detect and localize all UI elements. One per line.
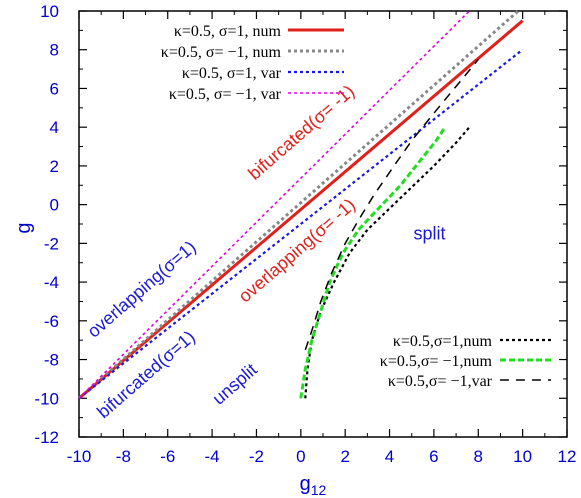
x-tick-label: -8	[116, 447, 131, 466]
series-line-3	[78, 48, 524, 400]
x-tick-label: -10	[67, 447, 92, 466]
y-tick-label: -8	[44, 351, 59, 370]
series-line-1	[78, 19, 524, 400]
x-tick-label: 10	[513, 447, 532, 466]
annotation-6: unsplit	[209, 359, 261, 408]
tick-labels: -10 -8 -6 -4 -2 0 2 4 6 8 10 12 10 8 6 4 2 0 -2 -4 -6 -8 -10 -1…	[34, 2, 576, 466]
x-tick-label: 2	[340, 447, 349, 466]
series-line-6	[299, 126, 447, 399]
legend-bottom-label-2: κ=0.5,σ= −1,num	[380, 353, 493, 370]
legends: κ=0.5, σ=1, num κ=0.5, σ= −1, num κ=0.5, σ…	[161, 23, 551, 390]
y-tick-label: 8	[50, 41, 59, 60]
x-tick-label: 6	[429, 447, 438, 466]
legend-top-label-4: κ=0.5, σ= −1, var	[169, 86, 282, 103]
annotation-4: overlapping(σ=1)	[83, 237, 199, 342]
series	[78, 9, 524, 400]
x-tick-label: 8	[474, 447, 483, 466]
x-axis-label-main: g	[300, 473, 311, 495]
legend-top-label-1: κ=0.5, σ=1, num	[174, 23, 282, 40]
x-axis-label: g12	[300, 473, 327, 498]
x-tick-label: 12	[558, 447, 577, 466]
x-axis-label-sub: 12	[311, 482, 327, 498]
y-tick-label: -2	[44, 234, 59, 253]
y-tick-label: 10	[40, 2, 59, 21]
y-tick-label: 6	[50, 79, 59, 98]
x-tick-label: -2	[249, 447, 264, 466]
y-tick-label: 2	[50, 157, 59, 176]
x-tick-label: 4	[385, 447, 394, 466]
series-line-2	[78, 9, 520, 400]
series-line-4	[78, 10, 470, 399]
legend-bottom-label-3: κ=0.5,σ= −1,var	[388, 373, 493, 390]
y-tick-label: 0	[50, 196, 59, 215]
annotation-3: split	[413, 223, 445, 243]
legend-top-label-2: κ=0.5, σ= −1, num	[161, 44, 282, 61]
y-tick-label: -10	[34, 389, 59, 408]
y-axis-label: g	[13, 222, 35, 233]
y-tick-label: 4	[50, 118, 59, 137]
y-tick-label: -12	[34, 428, 59, 447]
y-tick-label: -4	[44, 273, 59, 292]
legend-bottom-label-1: κ=0.5,σ=1,num	[393, 333, 493, 350]
ticks	[78, 10, 568, 438]
series-line-5	[304, 126, 471, 399]
x-tick-label: -4	[205, 447, 220, 466]
y-tick-label: -6	[44, 312, 59, 331]
legend-top-label-3: κ=0.5, σ=1, var	[182, 65, 282, 82]
x-tick-label: 0	[296, 447, 305, 466]
x-tick-label: -6	[160, 447, 175, 466]
